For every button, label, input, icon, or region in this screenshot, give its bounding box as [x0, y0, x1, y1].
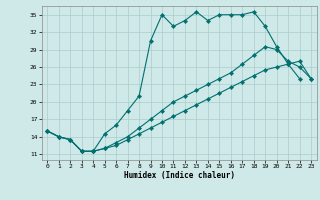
X-axis label: Humidex (Indice chaleur): Humidex (Indice chaleur) — [124, 171, 235, 180]
